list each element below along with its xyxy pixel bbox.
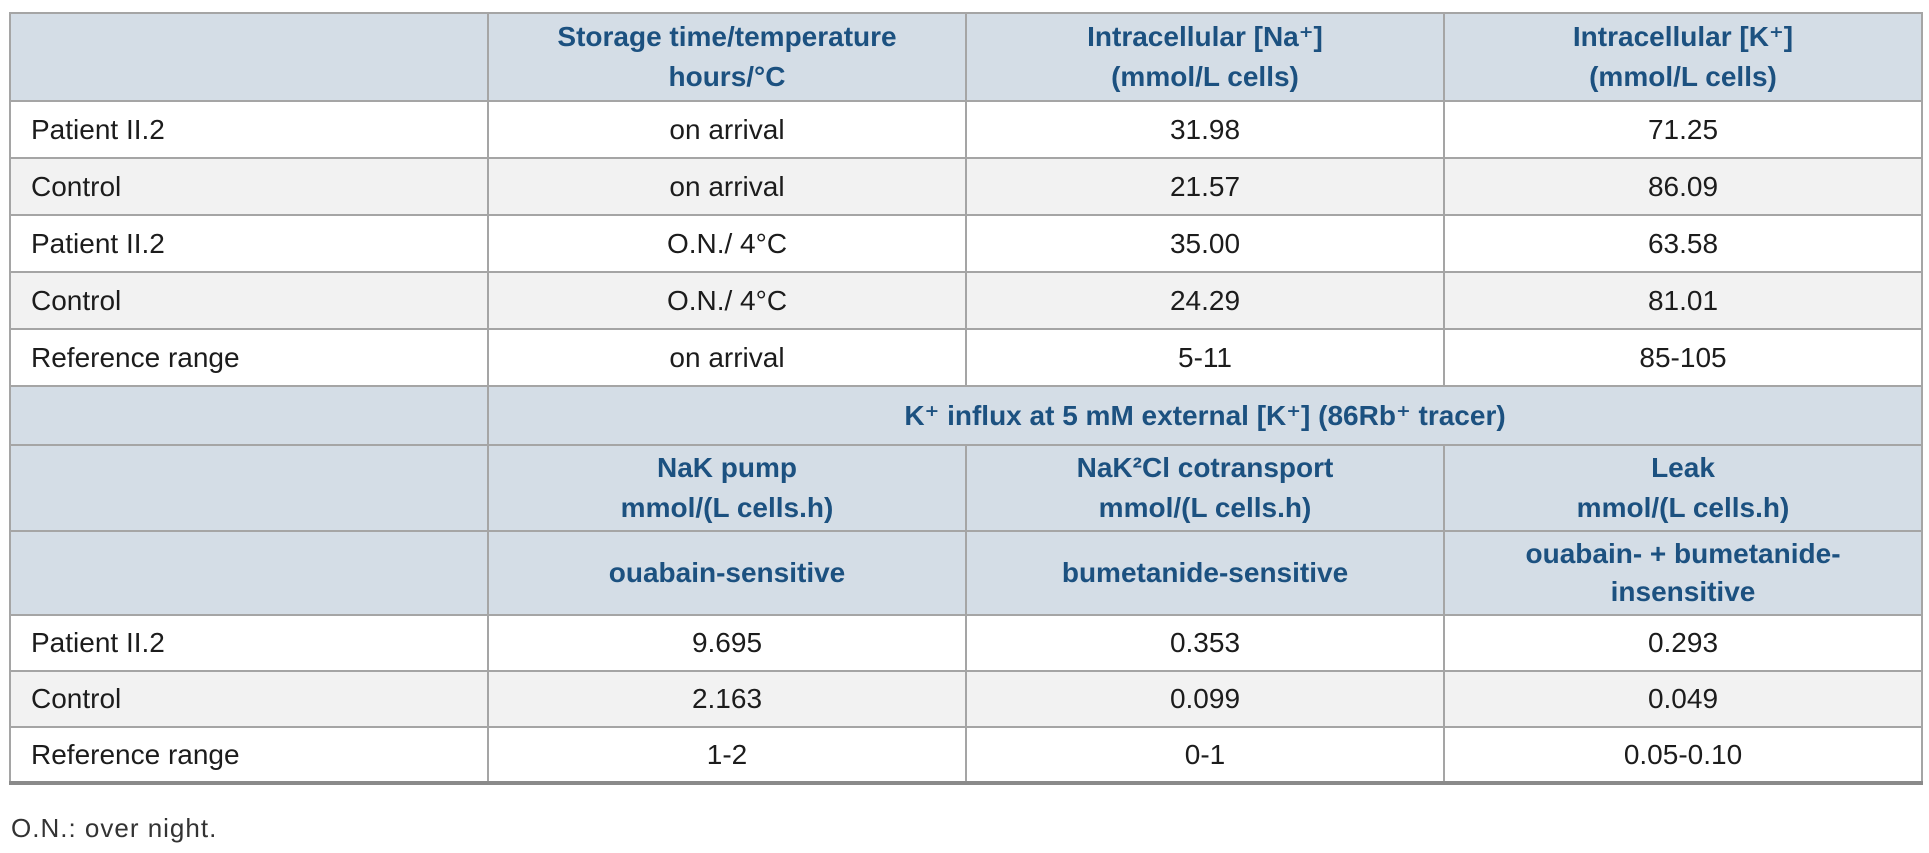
footnote: O.N.: over night.: [11, 813, 218, 843]
subheader-insensitive-line2: insensitive: [1610, 576, 1756, 607]
cotransport-value-cell: 0.353: [965, 614, 1445, 672]
header-pump-line2: mmol/(L cells.h): [620, 492, 834, 523]
header-leak-line1: Leak: [1651, 452, 1715, 483]
potassium-value-cell: 71.25: [1443, 100, 1923, 159]
sodium-value-cell: 5-11: [965, 328, 1445, 387]
header-storage-line2: hours/°C: [668, 61, 786, 92]
header-cotransport-line1: NaK²Cl cotransport: [1076, 452, 1334, 483]
potassium-value-cell: 86.09: [1443, 157, 1923, 216]
leak-value-cell: 0.05-0.10: [1443, 726, 1923, 784]
storage-cell: O.N./ 4°C: [487, 271, 967, 330]
subheader-row: ouabain-sensitive bumetanide-sensitive o…: [9, 530, 1923, 616]
storage-cell: on arrival: [487, 100, 967, 159]
potassium-value-cell: 63.58: [1443, 214, 1923, 273]
header-row-main: Storage time/temperature hours/°C Intrac…: [9, 12, 1923, 102]
header-leak-line2: mmol/(L cells.h): [1576, 492, 1790, 523]
sodium-value-cell: 21.57: [965, 157, 1445, 216]
row-label-cell: Control: [9, 670, 489, 728]
sodium-value-cell: 24.29: [965, 271, 1445, 330]
table-row: Patient II.2 9.695 0.353 0.293: [9, 614, 1923, 672]
header-cell-cotransport: NaK²Cl cotransport mmol/(L cells.h): [965, 444, 1445, 532]
row-label-cell: Patient II.2: [9, 614, 489, 672]
header-cell-nak-pump: NaK pump mmol/(L cells.h): [487, 444, 967, 532]
row-label-cell: Patient II.2: [9, 100, 489, 159]
section-header-empty-cell: [9, 385, 489, 446]
section-header-row: K⁺ influx at 5 mM external [K⁺] (86Rb⁺ t…: [9, 385, 1923, 446]
cotransport-value-cell: 0.099: [965, 670, 1445, 728]
header-cell-sodium: Intracellular [Na⁺] (mmol/L cells): [965, 12, 1445, 102]
table-row: Control on arrival 21.57 86.09: [9, 157, 1923, 216]
pump-value-cell: 2.163: [487, 670, 967, 728]
header-cell-potassium: Intracellular [K⁺] (mmol/L cells): [1443, 12, 1923, 102]
subheader-insensitive-cell: ouabain- + bumetanide- insensitive: [1443, 530, 1923, 616]
table-row: Patient II.2 O.N./ 4°C 35.00 63.58: [9, 214, 1923, 273]
header-potassium-line1: Intracellular [K⁺]: [1572, 21, 1794, 52]
row-label-cell: Control: [9, 157, 489, 216]
header-sodium-line2: (mmol/L cells): [1111, 61, 1299, 92]
results-table: Storage time/temperature hours/°C Intrac…: [9, 12, 1923, 785]
table-row: Reference range on arrival 5-11 85-105: [9, 328, 1923, 387]
header-pump-line1: NaK pump: [657, 452, 797, 483]
row-label-cell: Reference range: [9, 328, 489, 387]
sodium-value-cell: 35.00: [965, 214, 1445, 273]
header-cell-empty: [9, 12, 489, 102]
row-label-cell: Control: [9, 271, 489, 330]
subheader-ouabain-cell: ouabain-sensitive: [487, 530, 967, 616]
table-row: Patient II.2 on arrival 31.98 71.25: [9, 100, 1923, 159]
storage-cell: on arrival: [487, 328, 967, 387]
header-potassium-line2: (mmol/L cells): [1589, 61, 1777, 92]
row-label-cell: Patient II.2: [9, 214, 489, 273]
row-label-cell: Reference range: [9, 726, 489, 784]
section-title-cell: K⁺ influx at 5 mM external [K⁺] (86Rb⁺ t…: [487, 385, 1923, 446]
potassium-value-cell: 81.01: [1443, 271, 1923, 330]
header-row-influx: NaK pump mmol/(L cells.h) NaK²Cl cotrans…: [9, 444, 1923, 532]
header-cell-leak: Leak mmol/(L cells.h): [1443, 444, 1923, 532]
table-row: Control O.N./ 4°C 24.29 81.01: [9, 271, 1923, 330]
storage-cell: on arrival: [487, 157, 967, 216]
storage-cell: O.N./ 4°C: [487, 214, 967, 273]
header-sodium-line1: Intracellular [Na⁺]: [1087, 21, 1323, 52]
leak-value-cell: 0.293: [1443, 614, 1923, 672]
table-row: Reference range 1-2 0-1 0.05-0.10: [9, 726, 1923, 784]
subheader-bumetanide-cell: bumetanide-sensitive: [965, 530, 1445, 616]
sodium-value-cell: 31.98: [965, 100, 1445, 159]
potassium-value-cell: 85-105: [1443, 328, 1923, 387]
header-cell-storage: Storage time/temperature hours/°C: [487, 12, 967, 102]
subheader-insensitive-line1: ouabain- + bumetanide-: [1525, 538, 1841, 569]
table-row: Control 2.163 0.099 0.049: [9, 670, 1923, 728]
header-cotransport-line2: mmol/(L cells.h): [1098, 492, 1312, 523]
pump-value-cell: 9.695: [487, 614, 967, 672]
pump-value-cell: 1-2: [487, 726, 967, 784]
leak-value-cell: 0.049: [1443, 670, 1923, 728]
subheader-empty-cell: [9, 530, 489, 616]
cotransport-value-cell: 0-1: [965, 726, 1445, 784]
header-storage-line1: Storage time/temperature: [557, 21, 897, 52]
header-cell-empty: [9, 444, 489, 532]
